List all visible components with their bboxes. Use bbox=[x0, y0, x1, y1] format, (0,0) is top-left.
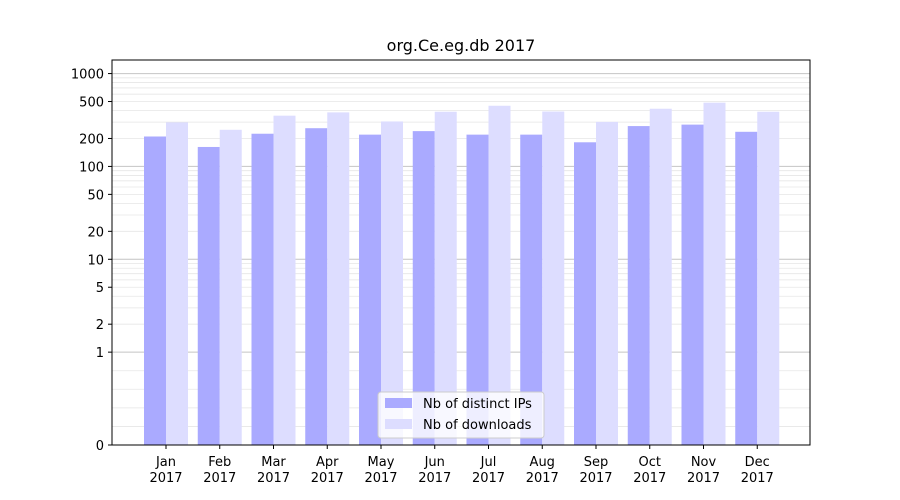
bar-distinct-ips-nov bbox=[681, 124, 704, 445]
y-tick-label: 0 bbox=[96, 439, 104, 454]
bar-downloads-apr bbox=[327, 112, 350, 446]
x-tick-label: Jul bbox=[480, 455, 497, 470]
axes: 01251020501002005001000Jan2017Feb2017Mar… bbox=[71, 59, 811, 486]
bar-downloads-mar bbox=[273, 115, 296, 445]
bar-downloads-dec bbox=[757, 111, 780, 445]
x-tick-label: Feb bbox=[208, 455, 231, 470]
bar-downloads-jun bbox=[434, 111, 457, 445]
x-tick-label: Sep bbox=[584, 455, 609, 470]
bar-downloads-may bbox=[381, 121, 403, 445]
legend: Nb of distinct IPs Nb of downloads bbox=[377, 391, 545, 439]
plot-frame bbox=[111, 59, 811, 446]
y-tick-label: 500 bbox=[79, 96, 104, 111]
x-tick-label: Apr bbox=[316, 455, 339, 470]
legend-label-downloads: Nb of downloads bbox=[423, 418, 532, 433]
x-tick-sublabel: 2017 bbox=[203, 471, 236, 486]
bar-downloads-aug bbox=[542, 111, 565, 445]
x-tick-label: May bbox=[368, 455, 395, 470]
x-tick-sublabel: 2017 bbox=[149, 471, 182, 486]
bar-distinct-ips-jan bbox=[144, 136, 166, 445]
x-tick-sublabel: 2017 bbox=[418, 471, 451, 486]
bar-distinct-ips-jun bbox=[412, 131, 435, 446]
x-tick-sublabel: 2017 bbox=[257, 471, 290, 486]
legend-frame bbox=[377, 391, 545, 439]
x-tick-sublabel: 2017 bbox=[579, 471, 612, 486]
y-tick-label: 1000 bbox=[71, 68, 104, 83]
legend-swatch-downloads bbox=[385, 419, 412, 429]
bar-downloads-jul bbox=[488, 105, 511, 446]
bar-distinct-ips-oct bbox=[627, 126, 650, 445]
y-tick-label: 2 bbox=[96, 318, 104, 333]
y-tick-label: 1 bbox=[96, 346, 104, 361]
x-tick-sublabel: 2017 bbox=[741, 471, 774, 486]
bar-distinct-ips-mar bbox=[251, 133, 274, 445]
bars bbox=[144, 102, 780, 446]
x-tick-sublabel: 2017 bbox=[687, 471, 720, 486]
bar-downloads-feb bbox=[219, 129, 242, 445]
bar-distinct-ips-apr bbox=[305, 128, 328, 445]
x-tick-label: Mar bbox=[261, 455, 286, 470]
bar-distinct-ips-feb bbox=[197, 146, 220, 446]
x-tick-label: Oct bbox=[639, 455, 661, 470]
y-tick-label: 20 bbox=[87, 225, 104, 240]
bar-distinct-ips-dec bbox=[735, 131, 758, 445]
x-tick-sublabel: 2017 bbox=[526, 471, 559, 486]
x-tick-sublabel: 2017 bbox=[364, 471, 397, 486]
bar-downloads-jan bbox=[166, 122, 188, 445]
y-tick-label: 100 bbox=[79, 160, 104, 175]
x-tick-label: Aug bbox=[530, 455, 555, 470]
chart-title: org.Ce.eg.db 2017 bbox=[387, 36, 536, 55]
y-tick-label: 10 bbox=[87, 253, 104, 268]
x-tick-label: Nov bbox=[691, 455, 717, 470]
x-tick-sublabel: 2017 bbox=[472, 471, 505, 486]
bar-distinct-ips-jul bbox=[466, 134, 489, 445]
x-tick-label: Dec bbox=[745, 455, 770, 470]
bar-downloads-nov bbox=[703, 102, 726, 445]
legend-swatch-distinct-ips bbox=[385, 398, 412, 408]
x-tick-sublabel: 2017 bbox=[311, 471, 344, 486]
bar-distinct-ips-may bbox=[359, 134, 381, 445]
y-tick-label: 50 bbox=[87, 188, 104, 203]
y-tick-label: 200 bbox=[79, 132, 104, 147]
legend-label-distinct-ips: Nb of distinct IPs bbox=[423, 397, 532, 412]
y-tick-label: 5 bbox=[96, 281, 104, 296]
bar-downloads-oct bbox=[649, 108, 672, 446]
bar-downloads-sep bbox=[596, 121, 618, 445]
x-tick-sublabel: 2017 bbox=[633, 471, 666, 486]
x-tick-label: Jun bbox=[424, 455, 445, 470]
bar-distinct-ips-sep bbox=[574, 142, 596, 445]
x-tick-label: Jan bbox=[155, 455, 176, 470]
bar-distinct-ips-aug bbox=[520, 134, 543, 445]
